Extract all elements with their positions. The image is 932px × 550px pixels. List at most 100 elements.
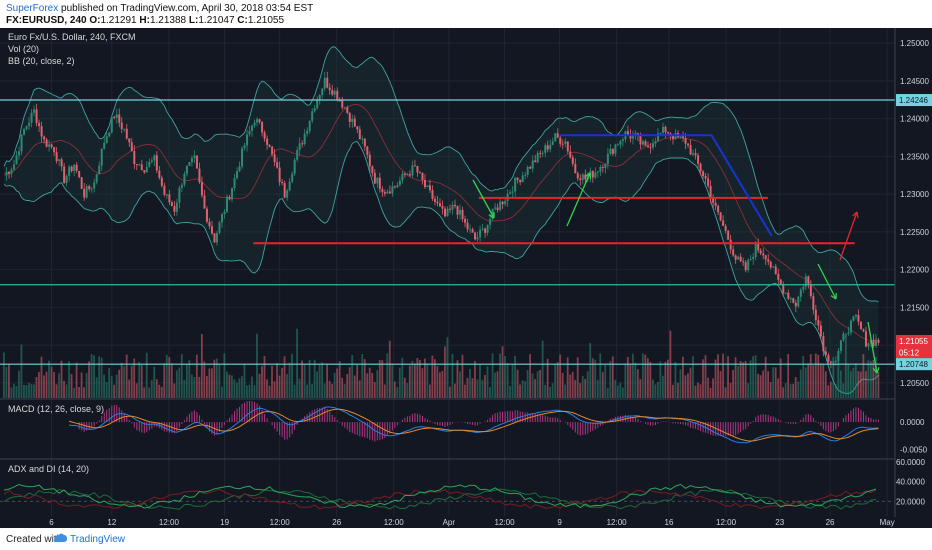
volume-bar [561, 372, 564, 398]
volume-bar [25, 385, 28, 398]
volume-bar [471, 378, 474, 398]
volume-bar [113, 384, 116, 398]
candle-body [524, 174, 527, 176]
volume-bar [288, 362, 291, 398]
volume-bar [614, 379, 617, 398]
volume-bar [416, 358, 419, 398]
candle-body [614, 144, 617, 154]
candle-body [208, 221, 211, 227]
candle-body [599, 166, 602, 172]
volume-bar [441, 370, 444, 398]
candle-body [461, 209, 464, 220]
volume-bar [459, 371, 461, 398]
volume-bar [65, 384, 68, 398]
volume-bar [248, 384, 251, 398]
candle-body [70, 166, 73, 171]
candle-body [777, 273, 780, 280]
candle-body [401, 173, 404, 181]
volume-bar [253, 385, 256, 398]
candle-body [787, 292, 790, 299]
candle-body [797, 296, 800, 307]
publisher-name[interactable]: SuperForex [6, 3, 59, 14]
candle-body [291, 173, 294, 182]
candle-body [18, 151, 21, 156]
volume-bar [85, 372, 88, 398]
volume-bar [516, 369, 519, 398]
volume-bar [797, 381, 800, 398]
candle-body [93, 182, 96, 189]
candle-body [817, 320, 820, 326]
candle-body [236, 171, 239, 179]
volume-bar [311, 383, 314, 398]
candle-body [205, 208, 208, 222]
candle-body [819, 325, 822, 337]
volume-bar [619, 382, 622, 398]
candle-body [386, 191, 389, 194]
candle-body [433, 198, 436, 202]
candle-body [213, 233, 216, 243]
candle-body [246, 134, 249, 146]
volume-bar [802, 355, 805, 398]
candle-body [446, 208, 449, 217]
candle-body [832, 361, 835, 363]
candle-body [348, 112, 351, 122]
volume-bar [586, 371, 589, 398]
candle-body [411, 165, 414, 176]
low-value: 1.21047 [198, 15, 235, 26]
volume-bar [48, 360, 50, 398]
volume-bar [864, 371, 867, 398]
volume-bar [266, 379, 268, 398]
volume-bar [739, 360, 742, 398]
candle-body [75, 164, 78, 171]
di-minus-line [3, 488, 877, 510]
candle-body [449, 208, 452, 210]
volume-bar [243, 363, 246, 398]
chart-canvas[interactable]: 1.25000 1.24500 1.24000 1.23500 1.23000 1.225… [0, 28, 932, 528]
candle-body [220, 214, 223, 223]
volume-bar [298, 378, 301, 398]
candles [5, 71, 880, 369]
volume-bar [454, 383, 456, 398]
candle-body [667, 132, 670, 134]
volume-bar [160, 386, 163, 398]
candle-body [426, 185, 429, 188]
candle-body [418, 172, 421, 174]
volume-bar [659, 361, 662, 398]
candle-body [406, 174, 409, 176]
volume-bar [651, 379, 654, 398]
volume-bar [283, 356, 286, 398]
candle-body [479, 229, 482, 238]
volume-bar [50, 366, 53, 398]
candle-body [53, 147, 56, 153]
candle-body [353, 118, 356, 127]
volume-bar [108, 367, 111, 398]
candle-body [564, 141, 567, 144]
candle-body [110, 116, 113, 133]
candle-body [308, 120, 311, 131]
candle-body [444, 208, 447, 217]
volume-bar [55, 384, 58, 398]
volume-bar [301, 360, 303, 398]
volume-bar [378, 359, 381, 398]
volume-bar [556, 362, 559, 398]
time-tick-label: 19 [220, 518, 229, 527]
candle-body [261, 121, 264, 133]
blue-slope-line [710, 134, 773, 237]
volume-bar [271, 365, 273, 398]
tradingview-brand[interactable]: TradingView [70, 534, 126, 545]
volume-bar [58, 373, 60, 398]
chart-header: SuperForex published on TradingView.com,… [0, 0, 932, 28]
volume-bar [145, 352, 148, 398]
volume-bar [792, 383, 795, 398]
candle-body [413, 165, 416, 167]
candle-body [368, 154, 371, 167]
candle-body [732, 249, 735, 256]
volume-bar [278, 375, 281, 398]
volume-bar [449, 386, 451, 398]
candle-body [48, 144, 51, 147]
high-value: 1.21388 [149, 15, 187, 26]
candle-body [153, 155, 156, 161]
candle-body [321, 88, 324, 96]
volume-bar [371, 372, 374, 398]
candle-body [135, 163, 138, 165]
